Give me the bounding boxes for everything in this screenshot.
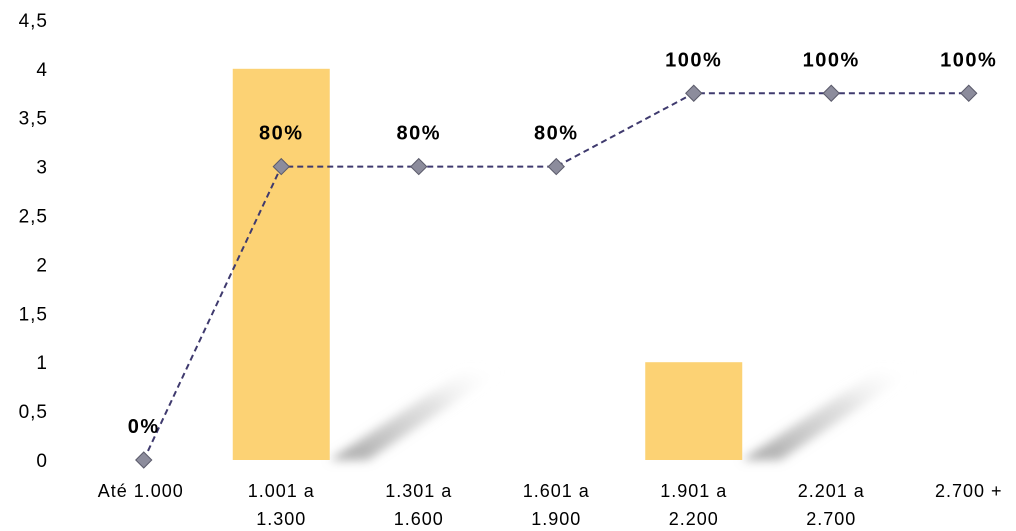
x-tick-label: 2.700 +	[935, 481, 1003, 501]
x-tick-label: 1.300	[256, 509, 306, 529]
line-marker	[272, 157, 290, 176]
bar-shadow	[742, 370, 916, 460]
y-tick-label: 3,5	[19, 109, 48, 130]
y-tick-label: 0,5	[19, 402, 48, 423]
line-marker	[960, 84, 978, 102]
y-tick-label: 2,5	[19, 207, 48, 228]
x-tick-label: 2.200	[669, 509, 719, 529]
x-tick-label: Até 1.000	[98, 481, 184, 501]
data-label: 80%	[396, 123, 441, 145]
bar	[645, 362, 743, 460]
data-labels: 0% 80% 80% 80% 100% 100% 100%	[128, 49, 997, 438]
bar	[232, 68, 330, 461]
data-label: 80%	[534, 123, 579, 145]
data-label: 100%	[665, 49, 722, 71]
data-label: 0%	[128, 416, 160, 438]
x-tick-label: 1.900	[531, 509, 581, 529]
data-label: 80%	[259, 123, 304, 145]
y-tick-label: 3	[36, 158, 48, 179]
x-tick-label: 1.001 a	[248, 481, 315, 501]
y-tick-label: 0	[36, 451, 48, 472]
data-label: 100%	[803, 49, 860, 71]
line-marker	[410, 157, 428, 176]
x-tick-label: 1.301 a	[385, 481, 452, 501]
line-marker	[822, 84, 840, 102]
x-tick-label: 1.601 a	[523, 481, 590, 501]
y-tick-label: 4,5	[19, 11, 48, 32]
y-axis-ticks: 0 0,5 1 1,5 2 2,5 3 3,5 4 4,5	[19, 11, 48, 472]
bars	[232, 68, 743, 461]
line-marker	[135, 451, 153, 469]
data-label: 100%	[940, 49, 997, 71]
line-marker	[685, 84, 703, 102]
y-tick-label: 4	[36, 60, 48, 81]
x-tick-label: 2.201 a	[798, 481, 865, 501]
x-axis-ticks: Até 1.000 1.001 a 1.300 1.301 a 1.600 1.601 a…	[98, 481, 1003, 529]
y-tick-label: 1	[36, 353, 48, 374]
y-tick-label: 2	[36, 255, 48, 276]
y-tick-label: 1,5	[19, 304, 48, 325]
bar-shadows	[329, 370, 916, 460]
bar-shadow	[329, 370, 503, 460]
x-tick-label: 2.700	[806, 509, 856, 529]
line-markers	[135, 84, 978, 469]
line-marker	[547, 157, 565, 176]
x-tick-label: 1.901 a	[660, 481, 727, 501]
x-tick-label: 1.600	[394, 509, 444, 529]
